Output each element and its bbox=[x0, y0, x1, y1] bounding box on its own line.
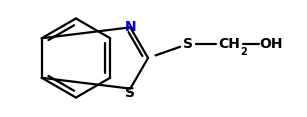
Text: CH: CH bbox=[218, 37, 240, 51]
Text: S: S bbox=[183, 37, 192, 51]
Text: OH: OH bbox=[259, 37, 282, 51]
Text: N: N bbox=[124, 20, 136, 34]
Text: S: S bbox=[125, 86, 135, 100]
Text: 2: 2 bbox=[241, 47, 247, 57]
